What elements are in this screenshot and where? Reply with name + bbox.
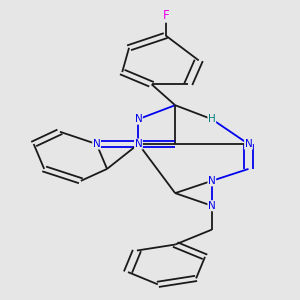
Text: N: N [93,139,101,149]
Text: H: H [208,114,216,124]
Text: N: N [208,201,216,211]
Text: N: N [135,139,142,149]
Text: N: N [244,139,252,149]
Text: N: N [208,176,216,186]
Text: N: N [135,114,142,124]
Text: F: F [162,9,169,22]
